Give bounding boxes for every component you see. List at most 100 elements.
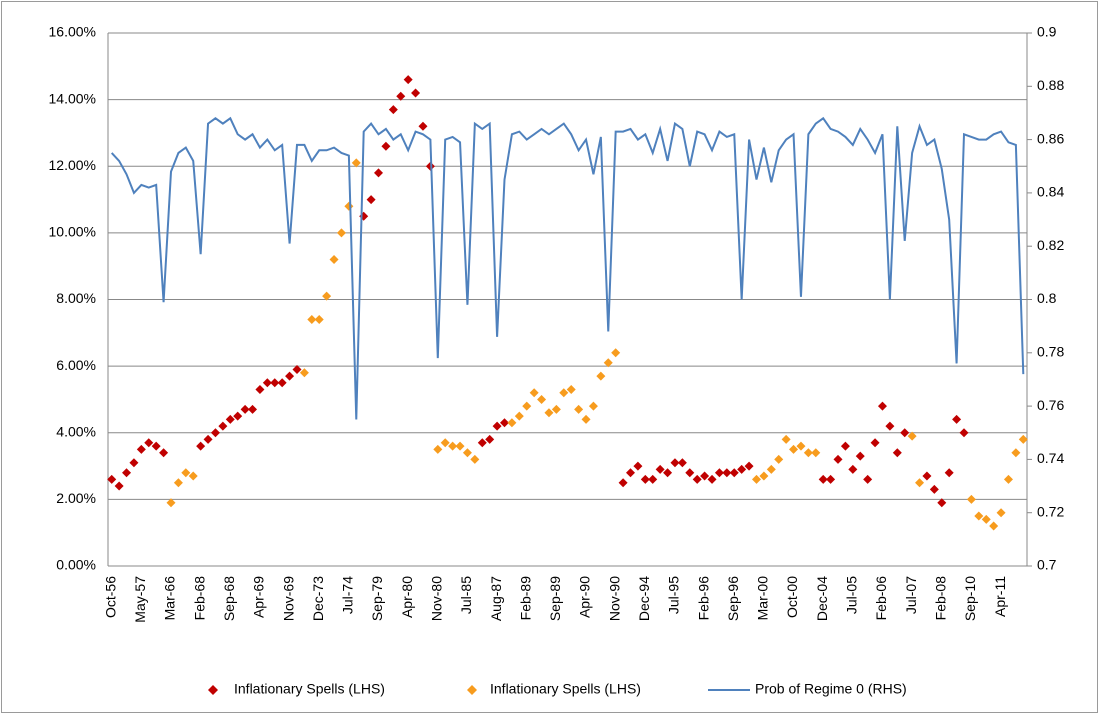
- x-tick-label: Apr-90: [577, 576, 593, 618]
- data-point: [396, 91, 406, 101]
- data-point: [929, 484, 939, 494]
- data-point: [470, 454, 480, 464]
- data-point: [581, 414, 591, 424]
- x-tick-label: Mar-66: [162, 576, 178, 621]
- data-point: [1018, 434, 1028, 444]
- x-tick-label: Feb-08: [932, 576, 948, 621]
- data-point: [677, 458, 687, 468]
- data-point: [618, 478, 628, 488]
- data-point: [648, 474, 658, 484]
- x-tick-label: Apr-11: [992, 576, 1008, 617]
- data-point: [233, 411, 243, 421]
- data-point: [781, 434, 791, 444]
- x-tick-label: Jul-74: [340, 576, 356, 614]
- data-point: [922, 471, 932, 481]
- y-tick-label: 14.00%: [49, 90, 96, 106]
- legend-label: Inflationary Spells (LHS): [234, 681, 385, 697]
- x-tick-label: Sep-10: [962, 576, 978, 621]
- data-point: [714, 468, 724, 478]
- data-point: [603, 358, 613, 368]
- data-point: [685, 468, 695, 478]
- data-point: [529, 388, 539, 398]
- data-point: [181, 468, 191, 478]
- data-point: [744, 461, 754, 471]
- data-point: [611, 348, 621, 358]
- y2-tick-label: 0.72: [1037, 503, 1064, 519]
- data-point: [462, 448, 472, 458]
- data-point: [944, 468, 954, 478]
- data-line: [110, 116, 1025, 420]
- x-tick-label: Sep-96: [725, 576, 741, 621]
- data-point: [248, 404, 258, 414]
- x-tick-label: Feb-68: [191, 576, 207, 621]
- x-tick-label: Mar-00: [755, 576, 771, 621]
- y2-tick-label: 0.82: [1037, 237, 1064, 253]
- data-point: [314, 314, 324, 324]
- x-tick-label: Nov-69: [280, 576, 296, 621]
- data-point: [937, 498, 947, 508]
- data-point: [848, 464, 858, 474]
- x-tick-label: Apr-80: [399, 576, 415, 618]
- data-point: [218, 421, 228, 431]
- data-point: [707, 474, 717, 484]
- data-point: [196, 441, 206, 451]
- x-tick-label: Sep-68: [221, 576, 237, 621]
- x-tick-label: Feb-89: [517, 576, 533, 621]
- legend-label: Prob of Regime 0 (RHS): [755, 681, 907, 697]
- data-point: [477, 438, 487, 448]
- data-point: [700, 471, 710, 481]
- data-point: [225, 414, 235, 424]
- data-point: [336, 228, 346, 238]
- data-point: [418, 121, 428, 131]
- data-point: [818, 474, 828, 484]
- data-point: [255, 384, 265, 394]
- x-tick-label: Dec-73: [310, 576, 326, 621]
- data-point: [596, 371, 606, 381]
- data-point: [514, 411, 524, 421]
- data-point: [329, 255, 339, 265]
- data-point: [670, 458, 680, 468]
- data-point: [203, 434, 213, 444]
- y-tick-label: 10.00%: [49, 224, 96, 240]
- data-point: [774, 454, 784, 464]
- legend-swatch: [467, 685, 477, 695]
- data-point: [870, 438, 880, 448]
- data-point: [173, 478, 183, 488]
- data-point: [485, 434, 495, 444]
- data-point: [1011, 448, 1021, 458]
- data-point: [729, 468, 739, 478]
- x-tick-label: Nov-80: [429, 576, 445, 621]
- data-point: [952, 414, 962, 424]
- data-point: [751, 474, 761, 484]
- data-point: [789, 444, 799, 454]
- y-tick-label: 2.00%: [56, 490, 96, 506]
- data-point: [840, 441, 850, 451]
- data-point: [796, 441, 806, 451]
- data-point: [803, 448, 813, 458]
- y2-tick-label: 0.7: [1037, 557, 1057, 573]
- data-point: [766, 464, 776, 474]
- y2-tick-label: 0.78: [1037, 344, 1064, 360]
- data-point: [455, 441, 465, 451]
- data-point: [307, 314, 317, 324]
- data-point: [544, 408, 554, 418]
- x-tick-label: Oct-00: [784, 576, 800, 618]
- x-tick-label: Jul-95: [666, 576, 682, 614]
- y2-tick-label: 0.8: [1037, 290, 1057, 306]
- data-point: [559, 388, 569, 398]
- data-point: [863, 474, 873, 484]
- data-point: [633, 461, 643, 471]
- data-point: [655, 464, 665, 474]
- x-tick-label: Jul-05: [844, 576, 860, 614]
- data-point: [551, 404, 561, 414]
- data-point: [692, 474, 702, 484]
- data-point: [574, 404, 584, 414]
- data-point: [1003, 474, 1013, 484]
- data-point: [351, 158, 361, 168]
- x-tick-label: Jul-07: [903, 576, 919, 614]
- data-point: [292, 364, 302, 374]
- data-point: [210, 428, 220, 438]
- data-point: [411, 88, 421, 98]
- data-point: [166, 498, 176, 508]
- data-point: [566, 384, 576, 394]
